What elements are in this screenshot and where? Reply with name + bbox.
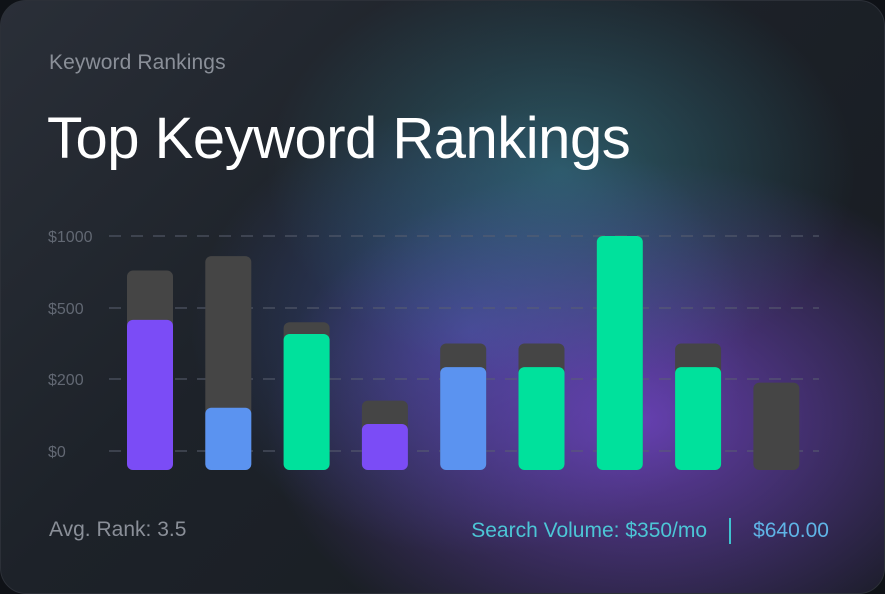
bar-value [205, 407, 252, 470]
bar-value [127, 319, 173, 470]
avg-rank-label: Avg. Rank: [49, 518, 152, 541]
bar-group[interactable] [127, 270, 173, 470]
y-tick-label: $1000 [48, 229, 93, 246]
bar-value [518, 367, 565, 470]
bar-value [361, 424, 408, 470]
card-title: Top Keyword Rankings [47, 106, 631, 171]
card-subtitle: Keyword Rankings [49, 51, 226, 74]
bar-value [675, 367, 722, 470]
bar-value [283, 334, 330, 470]
y-tick-label: $0 [48, 444, 66, 461]
bar-group[interactable] [205, 256, 252, 470]
search-volume-summary: Search Volume: $350/mo $640.00 [471, 518, 829, 544]
footer-divider [729, 518, 732, 544]
search-volume-value: $350/mo [625, 519, 708, 542]
bar-group[interactable] [518, 343, 565, 471]
y-tick-label: $200 [48, 372, 84, 389]
bar-group[interactable] [283, 322, 330, 470]
bar-value [440, 367, 487, 470]
y-tick-label: $500 [48, 301, 84, 318]
bar-group[interactable] [753, 382, 800, 470]
avg-rank-value: 3.5 [157, 518, 187, 541]
bar-background [753, 382, 800, 470]
bar-value [596, 236, 643, 470]
bar-group[interactable] [440, 343, 487, 471]
search-volume: Search Volume: $350/mo [471, 519, 707, 543]
search-volume-label: Search Volume: [471, 519, 620, 542]
bar-group[interactable] [361, 400, 408, 470]
bar-group[interactable] [596, 236, 643, 470]
bar-group[interactable] [675, 343, 722, 471]
avg-rank: Avg. Rank: 3.5 [49, 518, 186, 542]
total-amount: $640.00 [753, 519, 829, 542]
